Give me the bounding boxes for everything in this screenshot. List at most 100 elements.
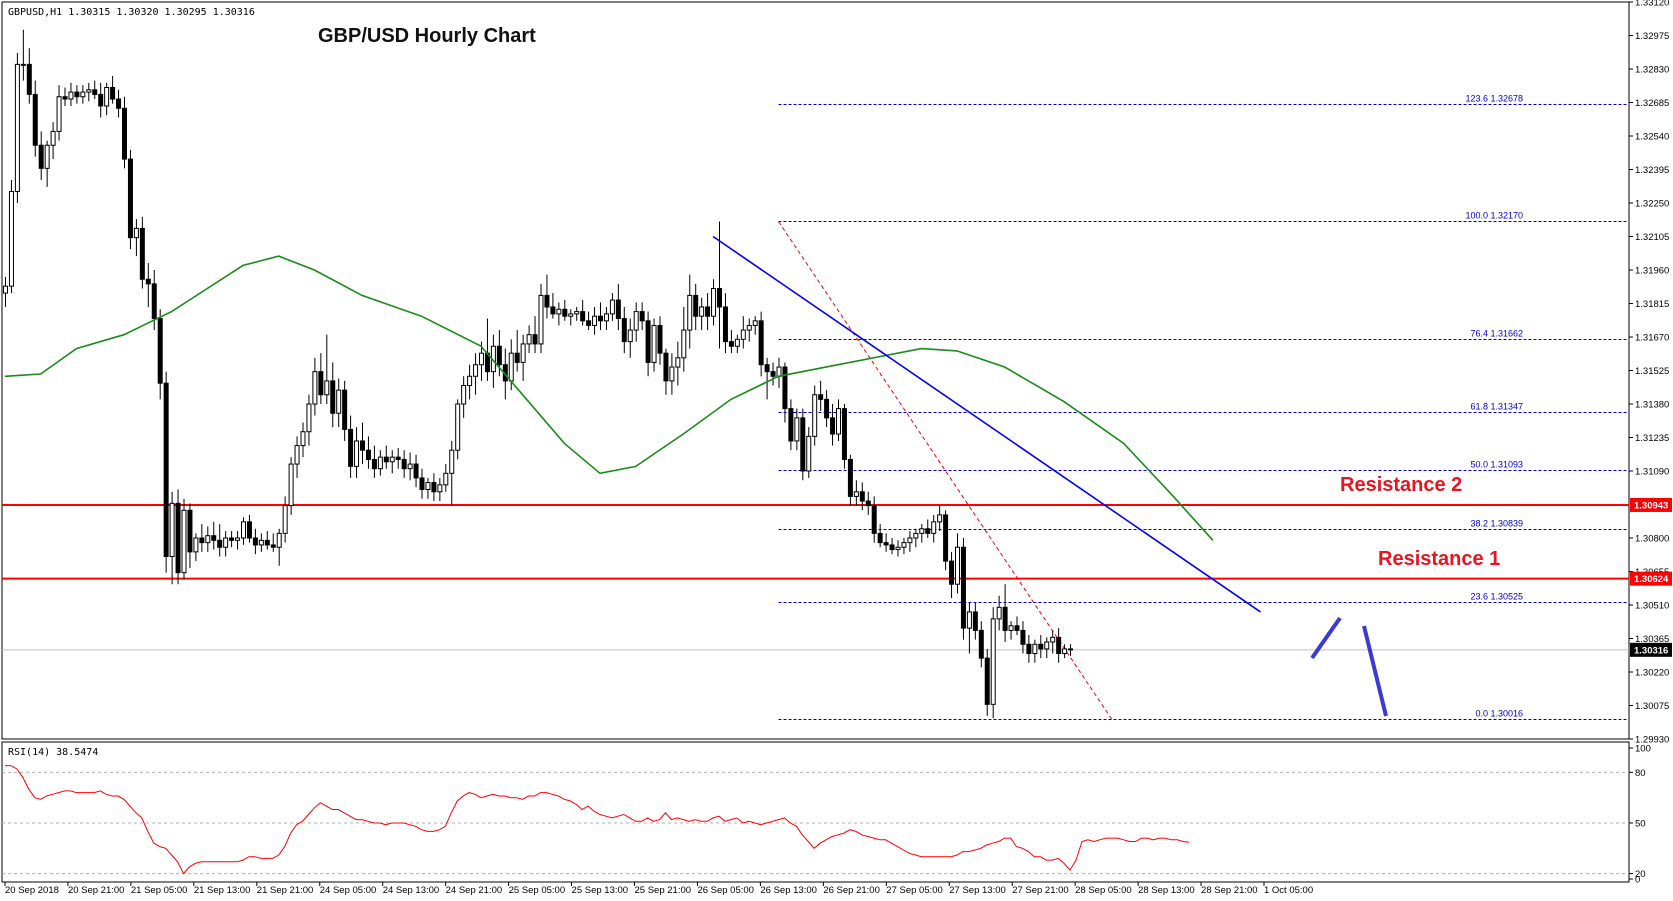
candle-body [455,403,461,451]
candle-body [44,144,50,169]
candle-body [395,456,401,460]
time-tick-label: 20 Sep 21:00 [68,885,125,896]
candle-body [1002,606,1008,631]
candle-body [960,546,966,629]
candle-body [193,537,199,553]
candle-body [235,537,241,541]
candle-body [657,324,663,354]
candle-body [990,618,996,705]
candle-body [586,320,592,326]
candle-body [633,311,639,331]
candle-body [580,311,586,322]
candle-body [14,63,20,192]
candle-body [574,311,580,315]
candle-body [354,440,360,467]
candle-body [288,463,294,507]
price-tick-label: 1.30220 [1635,668,1669,679]
candle-body [544,294,550,308]
moving-average [4,255,1214,541]
rsi-panel-frame [1,741,1630,883]
price-tick-label: 1.30510 [1635,601,1669,612]
candle-body [330,380,336,414]
candle-body [175,502,181,574]
candle-body [371,458,377,470]
time-tick-label: 28 Sep 21:00 [1201,885,1258,896]
candle-body [449,449,455,474]
rsi-tick-label: 100 [1635,744,1651,755]
candle-body [806,435,812,472]
candle-body [20,63,26,66]
candle-body [687,294,693,331]
candle-body [1056,636,1062,655]
resistance-1-price-tag: 1.30624 [1634,574,1669,585]
candle-body [830,417,836,435]
time-tick-label: 27 Sep 13:00 [949,885,1006,896]
candle-body [764,364,770,373]
projection-down-stroke [1362,625,1388,717]
candle-body [836,408,841,435]
candle-body [639,311,645,322]
candle-body [181,509,187,574]
candle-body [901,542,907,548]
fib-level-label: 100.0 1.32170 [1465,211,1523,221]
candle-body [342,389,348,430]
candle-body [282,505,288,534]
time-tick-label: 24 Sep 21:00 [446,885,503,896]
candle-body [603,313,609,322]
candle-body [110,86,116,100]
price-tick-label: 1.32250 [1635,199,1669,210]
candle-body [62,96,68,100]
price-tick-label: 1.31090 [1635,467,1669,478]
candle-body [621,318,627,343]
candle-body [80,91,86,98]
candle-body [847,458,853,497]
candle-body [211,535,217,541]
candle-body [377,456,383,470]
candle-body [937,514,943,523]
rsi-header: RSI(14) 38.5474 [8,747,98,758]
candle-body [86,89,92,93]
fib-level-label: 0.0 1.30016 [1475,709,1523,719]
candle-body [389,456,395,463]
time-tick-label: 20 Sep 2018 [5,885,59,896]
candle-body [473,364,479,377]
candle-body [871,505,877,534]
time-tick-label: 28 Sep 13:00 [1138,885,1195,896]
candle-body [812,394,818,437]
candle-body [401,458,407,470]
price-axis: 1.33120 1.32975 1.32830 1.32685 1.32540 1.323… [1629,0,1669,746]
candle-body [699,306,705,317]
candle-body [978,629,984,659]
projection-up-stroke [1310,616,1342,660]
candle-body [276,532,282,548]
candle-body [139,227,145,280]
price-tags: 1.30943 1.30624 1.30316 [1630,497,1672,657]
candle-body [645,320,651,363]
candle-body [413,463,419,479]
candle-body [38,144,44,169]
candle-body [556,308,562,315]
rsi-tick-label: 0 [1635,875,1640,886]
time-axis: 20 Sep 2018 20 Sep 21:00 21 Sep 05:00 21 Se… [4,882,1313,896]
time-tick-label: 21 Sep 05:00 [131,885,188,896]
time-tick-label: 21 Sep 21:00 [257,885,314,896]
time-tick-label: 27 Sep 21:00 [1012,885,1069,896]
candle-body [306,403,312,433]
resistance-2-price-tag: 1.30943 [1634,500,1668,511]
fib-level-label: 50.0 1.31093 [1470,460,1523,470]
candle-body [883,542,889,546]
candle-body [919,528,925,534]
candle-body [722,306,728,343]
candle-body [270,544,276,548]
candle-body [431,482,437,493]
candle-body [782,366,788,410]
candle-body [877,532,883,544]
candlesticks [3,29,1074,719]
candle-body [669,366,675,382]
candle-body [728,341,734,347]
candle-body [711,287,717,317]
price-tick-label: 1.30075 [1635,701,1669,712]
candle-body [496,345,502,366]
candle-body [984,657,990,705]
